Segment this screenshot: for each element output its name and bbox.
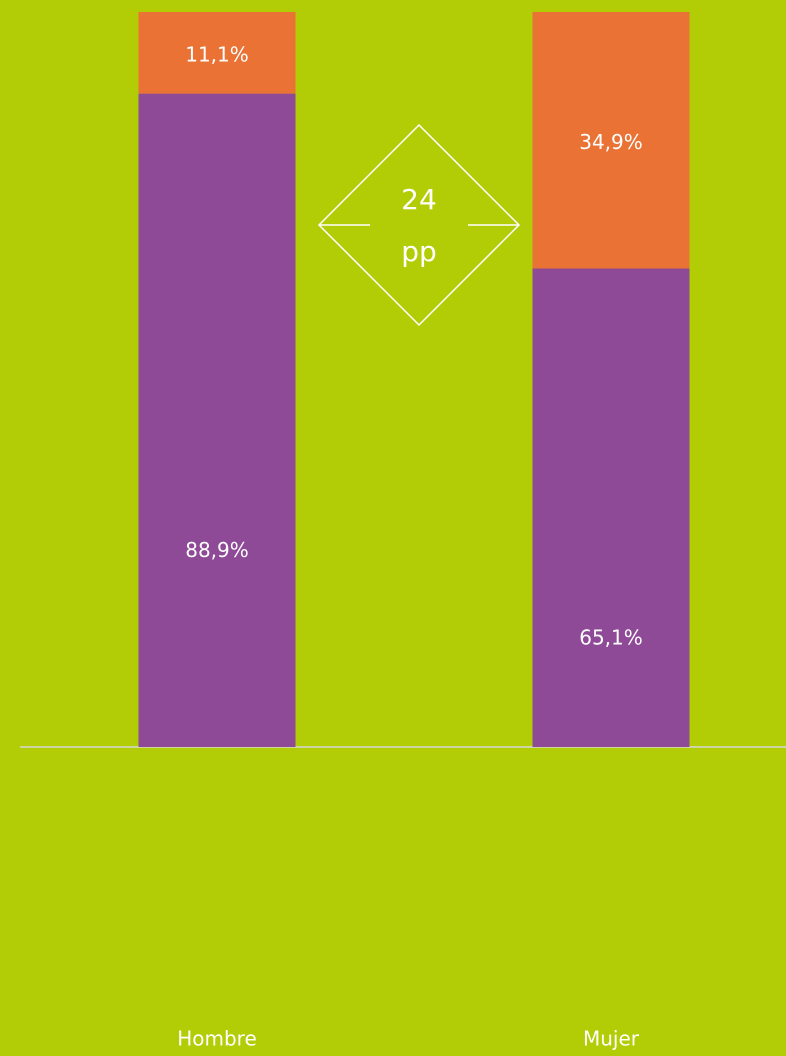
bar-segment [532,268,690,747]
data-label: 88,9% [185,538,249,562]
bar-segment [138,12,296,94]
data-label: 65,1% [579,625,643,649]
difference-annotation: 24 pp [317,123,521,327]
x-tick-label: Hombre [177,1027,257,1051]
data-label: 11,1% [185,42,249,66]
data-label: 34,9% [579,130,643,154]
annotation-text: 24 [401,183,437,216]
diamond [317,123,521,327]
bar-segment [138,93,296,747]
bar-segment [532,12,690,269]
annotation-text: pp [401,235,437,268]
x-tick-label: Mujer [583,1027,640,1051]
